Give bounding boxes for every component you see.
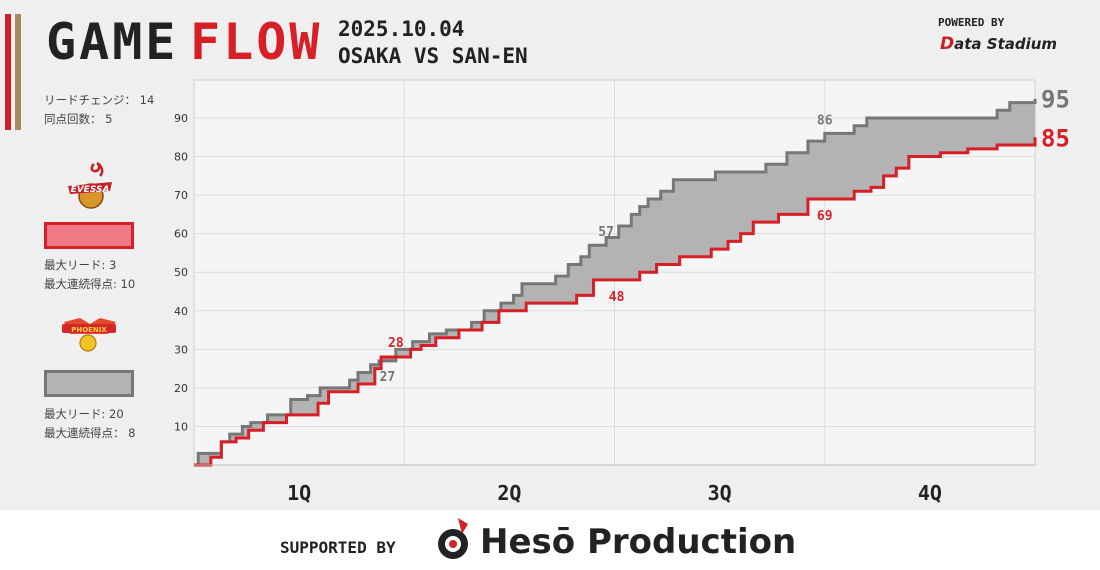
score-lines: [194, 98, 1037, 467]
quarter-label: 3Q: [708, 481, 732, 505]
supported-by-label: SUPPORTED BY: [280, 538, 396, 557]
away-lead-segment: [618, 225, 632, 281]
y-tick-label: 30: [174, 343, 188, 356]
matchup: OSAKA VS SAN-EN: [338, 44, 528, 68]
home-score-label: 69: [817, 209, 833, 224]
svg-text:PHOENIX: PHOENIX: [71, 326, 107, 334]
away-max-run: 最大連続得点： 8: [44, 426, 136, 440]
away-lead-segment: [765, 163, 779, 223]
away-lead-segment: [290, 399, 308, 416]
y-tick-label: 20: [174, 382, 188, 395]
chart-axes: 10 20 30 40 50 60 70 80 90 1Q 2Q 3Q 4Q: [174, 112, 1035, 505]
svg-text:EVESSA: EVESSA: [71, 185, 110, 195]
y-tick-label: 90: [174, 112, 188, 125]
home-score-label: 48: [609, 290, 625, 305]
away-lead-segment: [483, 310, 500, 323]
home-max-run: 最大連続得点: 10: [44, 277, 136, 291]
away-lead-segment: [778, 163, 788, 215]
provider-initial: D: [940, 34, 955, 54]
san-en-neophoenix-logo: PHOENIX: [62, 318, 116, 352]
home-final-score: 85: [1041, 124, 1070, 152]
away-lead-segment: [824, 133, 842, 200]
data-stadium-logo: Data Stadium: [940, 34, 1057, 54]
away-lead-segment: [740, 171, 754, 234]
provider-name: ata Stadium: [954, 35, 1058, 53]
away-lead-segment: [715, 171, 729, 250]
y-tick-label: 10: [174, 420, 188, 433]
away-score-label: 27: [380, 370, 396, 385]
away-lead-segment: [555, 275, 569, 304]
away-score-line: [194, 98, 1037, 467]
footer-band: [0, 510, 1100, 570]
away-lead-segment: [853, 125, 868, 192]
away-lead-segment: [660, 190, 674, 265]
data-labels: 27 57 86 95 28 48 69 85: [380, 86, 1070, 385]
away-lead-segment: [908, 117, 941, 157]
home-max-lead: 最大リード: 3: [44, 258, 117, 272]
y-tick-label: 80: [174, 151, 188, 164]
y-tick-label: 50: [174, 266, 188, 279]
lead-changes: リードチェンジ： 14: [44, 93, 155, 107]
accent-bar-red: [5, 14, 11, 130]
away-lead-segment: [752, 171, 767, 223]
away-lead-segment: [656, 198, 662, 265]
away-lead-segment: [605, 237, 620, 281]
away-lead-segment: [870, 117, 884, 188]
away-lead-segment: [639, 206, 649, 273]
away-lead-segment: [996, 109, 1011, 146]
away-lead-segment: [940, 117, 969, 154]
y-tick-label: 40: [174, 305, 188, 318]
away-score-label: 57: [598, 225, 614, 240]
away-lead-segment: [967, 117, 998, 150]
ties-count: 同点回数： 5: [44, 112, 113, 126]
away-lead-segment: [866, 117, 872, 192]
game-flow-chart: 27 57 86 95 28 48 69 85 10 20 30 40 50 60 70 80 90 1Q 2Q 3…: [174, 79, 1070, 505]
away-lead-segment: [895, 117, 910, 169]
away-lead-segment: [197, 453, 212, 466]
game-date: 2025.10.04: [338, 17, 465, 41]
away-lead-segment: [710, 179, 716, 250]
away-lead-segment: [647, 198, 657, 273]
away-final-score: 95: [1041, 86, 1070, 114]
home-color-swatch: [44, 222, 134, 249]
away-lead-segment: [679, 179, 712, 258]
away-lead-segment: [1009, 102, 1036, 146]
title-flow: FLOW: [190, 13, 323, 71]
away-lead-segment: [883, 117, 897, 177]
osaka-evessa-logo: EVESSA: [68, 162, 112, 209]
away-score-label: 86: [817, 113, 833, 128]
away-lead-segment: [786, 152, 809, 215]
away-color-swatch: [44, 370, 134, 397]
away-lead-segment: [593, 244, 607, 281]
sponsor-name: Hesō Production: [480, 522, 797, 562]
away-lead-segment: [357, 372, 371, 385]
home-score-line: [194, 137, 1037, 467]
away-max-lead: 最大リード: 20: [44, 407, 124, 421]
accent-bar-gold: [15, 14, 21, 130]
title-game: GAME: [46, 13, 179, 71]
y-tick-label: 60: [174, 228, 188, 241]
home-score-label: 28: [388, 336, 404, 351]
quarter-label: 4Q: [918, 481, 942, 505]
quarter-label: 1Q: [287, 481, 311, 505]
lead-fill: [197, 102, 1036, 466]
away-lead-segment: [807, 140, 826, 200]
sponsor-logo-icon: [438, 518, 468, 559]
powered-by-label: POWERED BY: [938, 16, 1005, 29]
away-lead-segment: [307, 395, 319, 416]
away-lead-segment: [841, 133, 855, 200]
away-lead-segment: [525, 283, 556, 304]
quarter-label: 2Q: [497, 481, 521, 505]
away-lead-segment: [576, 264, 582, 296]
away-lead-segment: [727, 171, 741, 242]
y-tick-label: 70: [174, 189, 188, 202]
